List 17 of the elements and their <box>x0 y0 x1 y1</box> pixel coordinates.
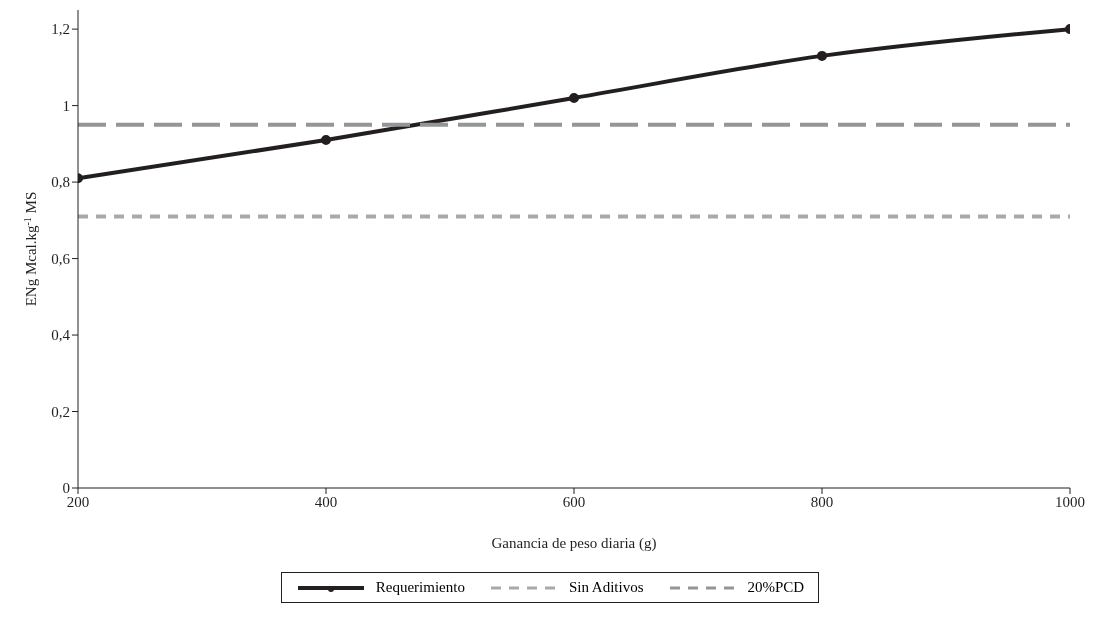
legend-label: Requerimiento <box>375 579 465 596</box>
point <box>569 92 579 103</box>
y-tick-label: 0,6 <box>51 250 71 267</box>
legend-label: 20%PCD <box>747 579 805 596</box>
point <box>321 135 331 146</box>
legend-label: Sin Aditivos <box>568 579 644 596</box>
y-tick-label: 1 <box>62 97 70 114</box>
y-tick-label: 0,8 <box>51 174 70 191</box>
x-tick-label: 1000 <box>1055 493 1085 510</box>
x-axis-title: Ganancia de peso diaria (g) <box>491 535 657 552</box>
y-tick-label: 0,2 <box>51 403 70 420</box>
x-tick-label: 800 <box>810 493 834 510</box>
point <box>817 50 827 61</box>
x-tick-label: 600 <box>562 493 586 510</box>
y-tick-label: 0,4 <box>51 327 71 344</box>
x-tick-label: 400 <box>314 493 338 510</box>
y-tick-label: 1,2 <box>51 21 70 38</box>
